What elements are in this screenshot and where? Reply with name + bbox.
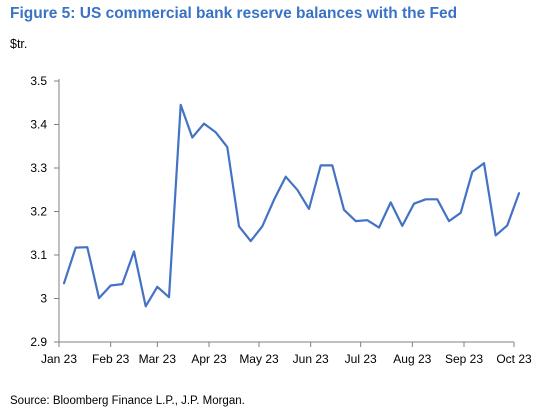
data-point	[354, 220, 357, 222]
data-point	[308, 208, 310, 210]
y-tick-label: 3.2	[30, 205, 47, 219]
data-point	[413, 202, 415, 205]
data-point	[109, 284, 112, 287]
chart-series	[62, 103, 521, 308]
series-line	[62, 103, 521, 308]
data-point	[401, 225, 404, 227]
y-tick-label: 3.4	[30, 118, 47, 132]
data-point	[343, 209, 345, 211]
data-point	[156, 286, 159, 288]
chart-axes	[54, 79, 515, 347]
data-point	[494, 234, 497, 237]
x-tick-label: Apr 23	[191, 352, 227, 366]
data-point	[448, 220, 450, 222]
chart-tick-labels: 2.9 3 3.1 3.2 3.3 3.4 3.5 Jan 23 Feb 23 Mar 23 Apr…	[30, 74, 532, 366]
data-point	[471, 171, 474, 173]
chart-title: Figure 5: US commercial bank reserve bal…	[10, 5, 458, 22]
data-point	[144, 305, 147, 308]
y-tick-label: 3.3	[30, 161, 47, 175]
x-tick-label: Aug 23	[393, 352, 431, 366]
data-point	[296, 189, 299, 191]
data-point	[261, 225, 264, 228]
x-tick-label: Jun 23	[293, 352, 329, 366]
data-point	[203, 122, 205, 125]
data-point	[226, 146, 229, 148]
data-point	[191, 136, 194, 139]
data-point	[459, 212, 462, 214]
data-point	[284, 175, 287, 178]
y-tick-label: 3	[40, 292, 47, 306]
data-point	[506, 224, 509, 227]
data-point	[86, 246, 89, 248]
y-axis-unit-label: $tr.	[10, 37, 28, 51]
y-tick-label: 3.5	[30, 74, 47, 88]
data-point	[238, 225, 240, 228]
x-tick-label: Jan 23	[41, 352, 77, 366]
data-point	[133, 250, 135, 253]
y-tick-label: 2.9	[30, 335, 47, 349]
data-point	[366, 219, 369, 221]
data-point	[436, 198, 439, 201]
x-tick-label: Feb 23	[92, 352, 130, 366]
data-point	[98, 297, 100, 299]
data-point	[331, 164, 334, 167]
data-point	[249, 240, 252, 242]
source-note: Source: Bloomberg Finance L.P., J.P. Mor…	[10, 395, 245, 407]
data-point	[389, 201, 392, 204]
data-point	[319, 164, 322, 167]
data-point	[214, 131, 217, 134]
data-point	[518, 192, 520, 194]
x-tick-label: Oct 23	[496, 352, 532, 366]
y-tick-label: 3.1	[30, 248, 47, 262]
x-tick-label: Sep 23	[445, 352, 483, 366]
data-point	[168, 296, 170, 299]
data-point	[121, 283, 124, 285]
x-tick-label: Jul 23	[345, 352, 377, 366]
data-point	[179, 104, 182, 106]
data-point	[63, 282, 65, 285]
x-tick-label: Mar 23	[139, 352, 177, 366]
data-point	[273, 199, 275, 201]
data-point	[74, 246, 77, 249]
data-point	[483, 162, 485, 164]
x-tick-label: May 23	[239, 352, 279, 366]
data-point	[424, 198, 427, 201]
data-point	[378, 226, 380, 229]
